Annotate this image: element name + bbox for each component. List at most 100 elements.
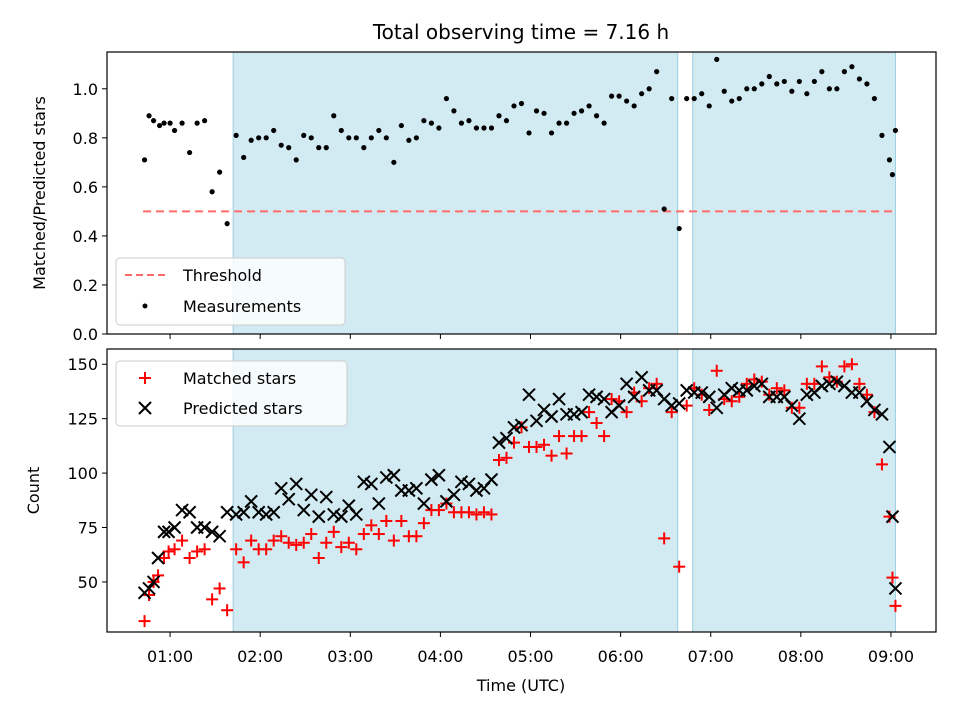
matched-point-46 xyxy=(470,508,483,521)
measurement-point-79 xyxy=(721,88,727,94)
matched-point-87 xyxy=(778,384,791,397)
predicted-point-67 xyxy=(627,390,641,404)
measurement-point-31 xyxy=(361,145,367,151)
measurement-point-35 xyxy=(391,159,397,165)
predicted-point-83 xyxy=(747,379,761,393)
measurement-point-72 xyxy=(669,95,675,102)
bottom-legend-box xyxy=(115,360,348,427)
bottom-y-axis: 50 75 100 125 150 xyxy=(67,355,107,592)
matched-point-10 xyxy=(198,543,211,556)
predicted-point-53 xyxy=(522,388,536,402)
matched-point-62 xyxy=(590,417,603,430)
measurement-point-82 xyxy=(744,86,750,92)
measurement-point-16 xyxy=(248,137,254,143)
y-tick-label-0: 0.0 xyxy=(73,325,98,344)
matched-point-11 xyxy=(206,593,219,606)
measurement-point-56 xyxy=(548,130,555,136)
measurements-legend-swatch xyxy=(142,303,148,309)
measurement-point-94 xyxy=(834,86,840,92)
predicted-point-66 xyxy=(619,377,634,391)
measurements-legend-label: Measurements xyxy=(183,297,301,316)
predicted-point-73 xyxy=(672,396,686,411)
predicted-point-23 xyxy=(297,503,311,517)
matched-point-6 xyxy=(168,543,181,556)
x-tick-label-7: 08:00 xyxy=(778,647,824,666)
measurement-point-22 xyxy=(293,157,299,163)
measurement-point-65 xyxy=(616,93,622,99)
measurement-point-0 xyxy=(141,157,148,163)
matched-point-70 xyxy=(650,377,663,390)
measurement-point-52 xyxy=(518,100,525,107)
predicted-legend-swatch xyxy=(138,401,152,415)
matched-point-55 xyxy=(538,438,551,451)
matched-point-18 xyxy=(260,543,273,556)
measurement-point-20 xyxy=(278,142,284,148)
matched-point-73 xyxy=(673,560,686,573)
top-x-ticks xyxy=(169,334,892,339)
matched-point-19 xyxy=(267,534,280,547)
measurement-point-21 xyxy=(286,145,292,151)
matched-point-12 xyxy=(213,582,226,595)
predicted-point-32 xyxy=(364,477,379,491)
matched-point-20 xyxy=(275,530,288,543)
matched-point-92 xyxy=(815,360,828,373)
x-tick-label-5: 06:00 xyxy=(598,647,644,666)
predicted-point-101 xyxy=(882,440,897,454)
measurement-point-2 xyxy=(150,118,157,124)
measurement-point-1 xyxy=(146,113,152,119)
matched-point-49 xyxy=(492,454,505,467)
matched-point-3 xyxy=(152,569,165,582)
x-axis-label: Time (UTC) xyxy=(476,676,565,695)
measurement-point-91 xyxy=(811,78,817,85)
predicted-point-54 xyxy=(529,414,544,428)
measurement-point-86 xyxy=(774,81,780,87)
matched-point-100 xyxy=(875,458,888,471)
measurement-point-67 xyxy=(631,103,637,109)
top-y-axis-label: Matched/Predicted stars xyxy=(30,96,49,290)
matched-point-16 xyxy=(245,534,258,547)
measurement-point-37 xyxy=(406,137,412,143)
measurement-point-95 xyxy=(841,69,847,75)
predicted-point-72 xyxy=(664,398,679,413)
matched-point-29 xyxy=(342,536,355,549)
measurement-point-103 xyxy=(892,127,899,134)
predicted-point-13 xyxy=(220,505,234,519)
matched-point-54 xyxy=(530,440,543,453)
measurement-point-90 xyxy=(804,91,810,97)
predicted-point-74 xyxy=(679,383,694,398)
bottom-axes-frame xyxy=(106,348,937,633)
predicted-point-92 xyxy=(815,379,829,393)
matched-point-38 xyxy=(410,530,423,543)
predicted-point-77 xyxy=(702,390,716,404)
measurement-point-28 xyxy=(338,127,344,134)
predicted-point-94 xyxy=(830,374,844,389)
matched-point-5 xyxy=(162,545,175,558)
y-tick-label-4: 150 xyxy=(67,355,98,374)
x-tick-label-4: 05:00 xyxy=(507,647,553,666)
predicted-point-10 xyxy=(197,520,212,535)
matched-point-8 xyxy=(183,551,196,564)
measurement-point-55 xyxy=(541,110,547,116)
predicted-point-78 xyxy=(710,401,724,415)
matched-point-80 xyxy=(725,395,738,408)
measurement-point-19 xyxy=(271,127,277,134)
matched-point-97 xyxy=(853,377,866,390)
measurement-point-85 xyxy=(766,73,772,80)
matched-point-103 xyxy=(889,599,902,612)
predicted-point-3 xyxy=(151,551,165,565)
y-tick-label-1: 0.2 xyxy=(73,276,98,295)
predicted-point-82 xyxy=(740,383,754,398)
measurement-point-102 xyxy=(889,172,896,178)
predicted-point-103 xyxy=(888,581,903,596)
measurement-point-27 xyxy=(331,113,337,119)
measurement-point-54 xyxy=(533,108,540,114)
x-tick-label-6: 07:00 xyxy=(688,647,734,666)
predicted-point-2 xyxy=(146,575,161,589)
measurement-point-78 xyxy=(714,56,720,62)
measurement-point-50 xyxy=(503,118,510,124)
measurement-point-14 xyxy=(233,132,239,138)
y-tick-label-2: 100 xyxy=(67,464,98,483)
predicted-point-37 xyxy=(402,483,416,498)
predicted-point-90 xyxy=(800,388,814,402)
predicted-point-16 xyxy=(244,494,258,509)
